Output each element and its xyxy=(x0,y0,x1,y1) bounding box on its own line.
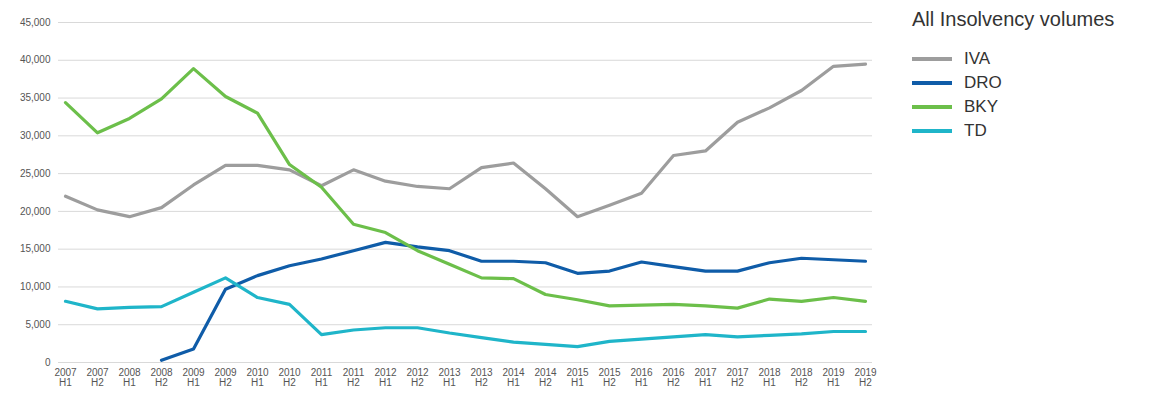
svg-text:45,000: 45,000 xyxy=(20,17,51,28)
svg-text:30,000: 30,000 xyxy=(20,130,51,141)
svg-text:2013H1: 2013H1 xyxy=(438,367,461,388)
svg-text:2017H2: 2017H2 xyxy=(726,367,749,388)
svg-text:2009H2: 2009H2 xyxy=(214,367,237,388)
svg-text:35,000: 35,000 xyxy=(20,92,51,103)
svg-text:2013H2: 2013H2 xyxy=(470,367,493,388)
svg-text:10,000: 10,000 xyxy=(20,281,51,292)
html-text:TD: TD xyxy=(964,121,987,140)
svg-text:2008H2: 2008H2 xyxy=(150,367,173,388)
svg-text:2010H1: 2010H1 xyxy=(246,367,269,388)
html-text:IVA: IVA xyxy=(964,49,991,68)
svg-text:20,000: 20,000 xyxy=(20,206,51,217)
svg-text:2008H1: 2008H1 xyxy=(118,367,141,388)
svg-text:2011H1: 2011H1 xyxy=(311,367,333,388)
svg-text:2014H2: 2014H2 xyxy=(534,367,557,388)
svg-text:2015H1: 2015H1 xyxy=(566,367,589,388)
svg-text:2012H2: 2012H2 xyxy=(406,367,429,388)
svg-text:2007H1: 2007H1 xyxy=(54,367,77,388)
svg-text:40,000: 40,000 xyxy=(20,54,51,65)
svg-text:25,000: 25,000 xyxy=(20,168,51,179)
svg-text:2007H2: 2007H2 xyxy=(86,367,109,388)
html-text:DRO: DRO xyxy=(964,73,1002,92)
svg-text:15,000: 15,000 xyxy=(20,243,51,254)
svg-text:0: 0 xyxy=(45,357,51,368)
svg-text:2019H1: 2019H1 xyxy=(822,367,845,388)
svg-text:2009H1: 2009H1 xyxy=(182,367,205,388)
svg-text:2011H2: 2011H2 xyxy=(343,367,365,388)
svg-text:2017H1: 2017H1 xyxy=(694,367,717,388)
svg-text:2014H1: 2014H1 xyxy=(502,367,525,388)
svg-text:2010H2: 2010H2 xyxy=(278,367,301,388)
svg-text:2016H1: 2016H1 xyxy=(630,367,653,388)
svg-text:2019H2: 2019H2 xyxy=(854,367,877,388)
svg-text:2018H1: 2018H1 xyxy=(758,367,781,388)
svg-text:2018H2: 2018H2 xyxy=(790,367,813,388)
svg-text:2012H1: 2012H1 xyxy=(374,367,397,388)
html-text:BKY: BKY xyxy=(964,97,998,116)
svg-text:2015H2: 2015H2 xyxy=(598,367,621,388)
svg-text:5,000: 5,000 xyxy=(25,319,50,330)
html-text:All Insolvency volumes: All Insolvency volumes xyxy=(912,8,1115,30)
svg-text:2016H2: 2016H2 xyxy=(662,367,685,388)
